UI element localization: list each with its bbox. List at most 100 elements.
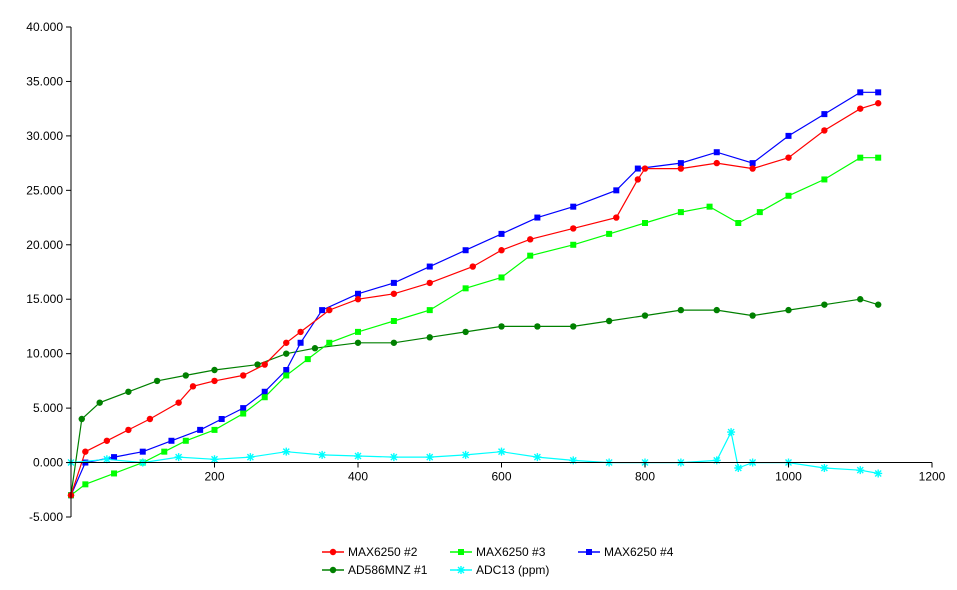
data-point	[240, 410, 247, 417]
data-point	[426, 307, 433, 314]
data-point	[677, 165, 685, 172]
data-point	[677, 306, 685, 314]
data-point	[857, 296, 864, 303]
data-point	[197, 426, 204, 433]
x-tick-label: 1000	[775, 470, 802, 484]
data-point	[283, 372, 290, 379]
data-point	[354, 339, 362, 346]
data-point	[570, 225, 577, 232]
data-point	[533, 453, 542, 462]
data-point	[355, 290, 361, 297]
data-point	[304, 356, 311, 363]
data-point	[390, 279, 397, 286]
data-point	[354, 296, 362, 303]
data-point	[634, 165, 641, 172]
data-point	[125, 388, 132, 395]
legend-item: MAX6250 #3	[450, 544, 545, 560]
data-point	[218, 416, 225, 422]
data-point	[282, 447, 291, 456]
data-point	[240, 405, 247, 412]
data-point	[462, 328, 469, 336]
data-point	[261, 388, 268, 395]
data-point	[821, 127, 828, 134]
data-point	[677, 209, 684, 216]
data-point	[182, 372, 189, 379]
data-point	[874, 100, 882, 107]
data-point	[254, 361, 261, 368]
x-tick-label: 1200	[919, 470, 946, 484]
data-point	[498, 247, 505, 254]
data-point	[326, 339, 333, 346]
axes: 40.000 35.000 30.000 25.000 20.000 15.000 10.0…	[26, 20, 945, 524]
data-point	[749, 165, 756, 172]
data-point	[613, 214, 620, 221]
data-point	[82, 481, 89, 488]
data-point	[189, 383, 197, 390]
data-point	[713, 306, 720, 314]
series-ad586mnz-1	[67, 296, 882, 499]
data-point	[426, 334, 433, 341]
data-point	[570, 323, 577, 330]
data-point	[534, 214, 541, 221]
data-point	[785, 306, 792, 314]
data-point	[153, 377, 161, 385]
data-point	[319, 307, 326, 314]
data-point	[175, 399, 182, 406]
legend-item: MAX6250 #4	[578, 544, 673, 560]
data-point	[570, 203, 577, 210]
data-point	[354, 452, 362, 461]
data-point	[857, 105, 864, 112]
data-point	[326, 306, 333, 314]
y-tick-label: 20.000	[26, 238, 63, 252]
x-tick-label: 200	[204, 470, 224, 484]
data-point	[874, 469, 883, 478]
legend-label: AD586MNZ #1	[348, 563, 428, 577]
legend-item: MAX6250 #2	[322, 544, 417, 560]
data-point	[677, 160, 684, 167]
legend-swatch	[578, 549, 600, 555]
legend-swatch	[322, 548, 344, 556]
data-point	[605, 317, 613, 325]
legend-item: ADC13 (ppm)	[450, 562, 549, 578]
legend-label: ADC13 (ppm)	[476, 563, 550, 577]
data-point	[785, 132, 792, 139]
data-point	[641, 165, 649, 172]
data-point	[821, 111, 828, 118]
y-tick-label: 10.000	[26, 347, 63, 361]
data-point	[283, 350, 290, 357]
data-point	[390, 318, 397, 324]
data-point	[856, 466, 865, 475]
data-point	[182, 437, 189, 444]
data-point	[727, 428, 736, 437]
legend-swatch	[450, 566, 472, 574]
legend-marker	[457, 566, 465, 574]
data-point	[355, 328, 361, 335]
data-point	[634, 176, 642, 183]
legend-marker	[329, 548, 337, 556]
data-point	[297, 339, 304, 346]
plot-area	[67, 89, 883, 499]
data-point	[462, 247, 469, 254]
series-line	[70, 91, 879, 496]
data-point	[261, 394, 268, 401]
data-point	[756, 209, 763, 216]
data-point	[613, 187, 620, 194]
legend-marker	[586, 549, 592, 555]
data-point	[103, 437, 111, 444]
data-point	[82, 448, 89, 455]
series-max6250-4	[68, 89, 882, 499]
series-max6250-2	[67, 100, 882, 499]
y-tick-label: 30.000	[26, 129, 63, 143]
data-point	[875, 89, 882, 96]
data-point	[426, 279, 433, 287]
y-tick-label: 15.000	[26, 292, 63, 306]
data-point	[785, 192, 792, 199]
data-point	[261, 361, 268, 368]
data-point	[857, 154, 864, 161]
data-point	[174, 453, 183, 462]
data-point	[749, 160, 756, 167]
data-point	[821, 301, 828, 308]
x-tick-label: 600	[491, 470, 511, 484]
y-tick-label: 35.000	[26, 74, 63, 88]
data-point	[161, 448, 168, 455]
